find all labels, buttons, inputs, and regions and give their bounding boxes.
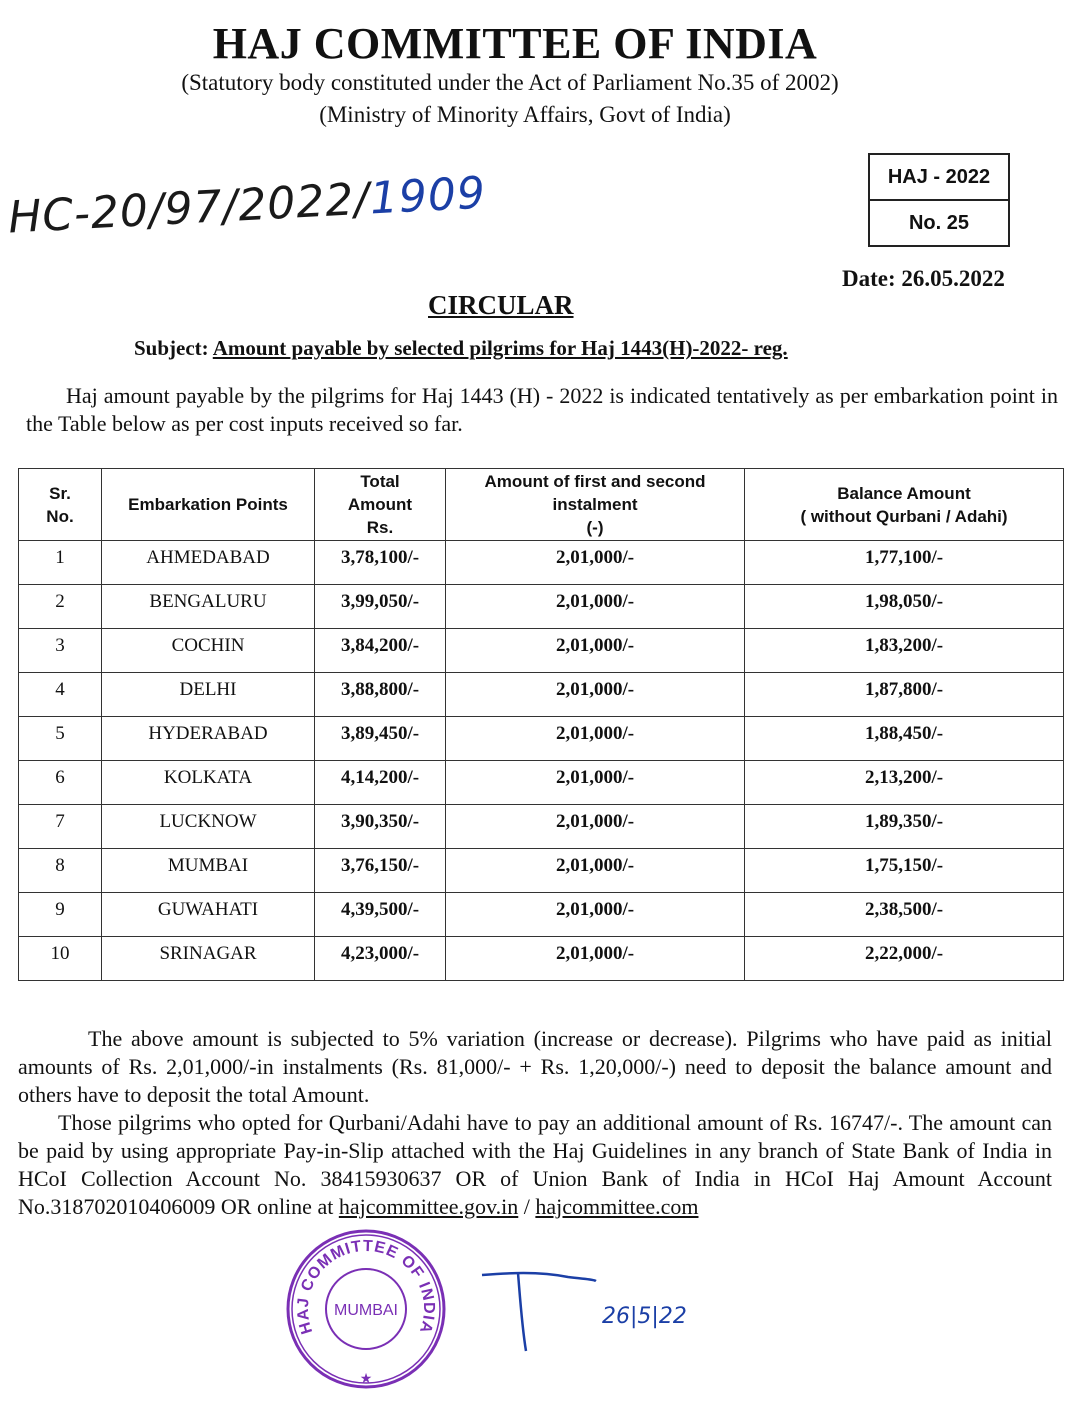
cell-embarkation-point: LUCKNOW: [101, 804, 315, 849]
document-body: Haj amount payable by the pilgrims for H…: [0, 382, 1080, 1397]
cell-total-amount: 4,23,000/-: [314, 936, 446, 981]
reference-number: 1909: [368, 167, 488, 225]
cell-embarkation-point: DELHI: [101, 672, 315, 717]
link-hajcommittee-com[interactable]: hajcommittee.com: [535, 1194, 699, 1219]
cell-embarkation-point: KOLKATA: [101, 760, 315, 805]
cell-sr-no: 6: [18, 760, 102, 805]
cell-instalment: 2,01,000/-: [445, 672, 745, 717]
signature: 26|5|22: [481, 1271, 687, 1352]
cell-instalment: 2,01,000/-: [445, 716, 745, 761]
circular-number-box: HAJ - 2022 No. 25: [868, 153, 1010, 247]
table-row: 3 COCHIN 3,84,200/- 2,01,000/- 1,83,200/-: [18, 628, 1064, 673]
cell-balance-amount: 1,89,350/-: [744, 804, 1064, 849]
table-header-row: Sr. No. Embarkation Points Total Amount Rs.…: [18, 468, 1064, 541]
stamp-and-signature: HAJ COMMITTEE OF INDIA MUMBAI ★ 26|5|22: [0, 1227, 1080, 1397]
cell-instalment: 2,01,000/-: [445, 848, 745, 893]
svg-text:HAJ COMMITTEE OF INDIA: HAJ COMMITTEE OF INDIA: [295, 1238, 437, 1336]
cell-instalment: 2,01,000/-: [445, 936, 745, 981]
cell-balance-amount: 2,38,500/-: [744, 892, 1064, 937]
cell-total-amount: 4,14,200/-: [314, 760, 446, 805]
statutory-subtitle: (Statutory body constituted under the Ac…: [181, 70, 839, 95]
cell-instalment: 2,01,000/-: [445, 628, 745, 673]
cell-total-amount: 4,39,500/-: [314, 892, 446, 937]
cell-sr-no: 4: [18, 672, 102, 717]
circular-heading: CIRCULAR: [428, 290, 574, 320]
cell-balance-amount: 1,83,200/-: [744, 628, 1064, 673]
cell-instalment: 2,01,000/-: [445, 892, 745, 937]
cell-embarkation-point: MUMBAI: [101, 848, 315, 893]
circular-date: Date: 26.05.2022: [842, 266, 1005, 291]
cell-embarkation-point: SRINAGAR: [101, 936, 315, 981]
table-row: 1 AHMEDABAD 3,78,100/- 2,01,000/- 1,77,100/-: [18, 540, 1064, 585]
header-sr-no: Sr. No.: [18, 468, 102, 541]
organization-title: HAJ COMMITTEE OF INDIA: [212, 19, 818, 68]
reference-code: HC-20/97/2022/: [6, 173, 372, 244]
circular-year: HAJ - 2022: [887, 166, 991, 188]
cell-total-amount: 3,76,150/-: [314, 848, 446, 893]
cell-embarkation-point: HYDERABAD: [101, 716, 315, 761]
cell-balance-amount: 2,13,200/-: [744, 760, 1064, 805]
table-row: 6 KOLKATA 4,14,200/- 2,01,000/- 2,13,200/-: [18, 760, 1064, 805]
stamp-outer-text: HAJ COMMITTEE OF INDIA: [295, 1238, 436, 1336]
cell-sr-no: 2: [18, 584, 102, 629]
cell-balance-amount: 1,98,050/-: [744, 584, 1064, 629]
cell-total-amount: 3,88,800/-: [314, 672, 446, 717]
cell-instalment: 2,01,000/-: [445, 760, 745, 805]
header-balance-amount: Balance Amount( without Qurbani / Adahi): [744, 468, 1064, 541]
cell-balance-amount: 1,75,150/-: [744, 848, 1064, 893]
cell-total-amount: 3,78,100/-: [314, 540, 446, 585]
table-row: 2 BENGALURU 3,99,050/- 2,01,000/- 1,98,050/-: [18, 584, 1064, 629]
cell-total-amount: 3,99,050/-: [314, 584, 446, 629]
cell-sr-no: 7: [18, 804, 102, 849]
stamp-star-icon: ★: [360, 1372, 373, 1387]
cell-balance-amount: 1,77,100/-: [744, 540, 1064, 585]
table-row: 8 MUMBAI 3,76,150/- 2,01,000/- 1,75,150/-: [18, 848, 1064, 893]
amount-table: Sr. No. Embarkation Points Total Amount Rs.…: [18, 468, 1064, 981]
table-row: 10 SRINAGAR 4,23,000/- 2,01,000/- 2,22,000/-: [18, 936, 1064, 981]
cell-sr-no: 3: [18, 628, 102, 673]
signature-date: 26|5|22: [602, 1304, 687, 1329]
cell-sr-no: 8: [18, 848, 102, 893]
official-stamp: HAJ COMMITTEE OF INDIA MUMBAI ★: [286, 1229, 446, 1389]
table-row: 9 GUWAHATI 4,39,500/- 2,01,000/- 2,38,500/-: [18, 892, 1064, 937]
table-row: 5 HYDERABAD 3,89,450/- 2,01,000/- 1,88,450/-: [18, 716, 1064, 761]
link-separator: /: [518, 1194, 536, 1219]
handwritten-reference: HC-20/97/2022/1909: [7, 168, 487, 244]
cell-sr-no: 10: [18, 936, 102, 981]
cell-sr-no: 9: [18, 892, 102, 937]
cell-embarkation-point: COCHIN: [101, 628, 315, 673]
cell-sr-no: 1: [18, 540, 102, 585]
subject-label: Subject:: [134, 336, 209, 360]
cell-balance-amount: 1,87,800/-: [744, 672, 1064, 717]
cell-embarkation-point: AHMEDABAD: [101, 540, 315, 585]
cell-balance-amount: 2,22,000/-: [744, 936, 1064, 981]
header-total-amount: Total Amount Rs.: [314, 468, 446, 541]
cell-instalment: 2,01,000/-: [445, 540, 745, 585]
footer-paragraph-payment: Those pilgrims who opted for Qurbani/Ada…: [18, 1109, 1052, 1221]
cell-total-amount: 3,90,350/-: [314, 804, 446, 849]
table-row: 7 LUCKNOW 3,90,350/- 2,01,000/- 1,89,350/-: [18, 804, 1064, 849]
cell-embarkation-point: BENGALURU: [101, 584, 315, 629]
footer-paragraph-variation: The above amount is subjected to 5% vari…: [18, 1026, 1052, 1107]
payment-text: Those pilgrims who opted for Qurbani/Ada…: [18, 1110, 1052, 1219]
cell-embarkation-point: GUWAHATI: [101, 892, 315, 937]
stamp-center-text: MUMBAI: [334, 1302, 398, 1319]
subject-line: Subject: Amount payable by selected pilg…: [134, 336, 788, 361]
ministry-subtitle: (Ministry of Minority Affairs, Govt of I…: [319, 102, 731, 127]
cell-sr-no: 5: [18, 716, 102, 761]
cell-instalment: 2,01,000/-: [445, 804, 745, 849]
circular-number: No. 25: [870, 199, 1008, 245]
table-row: 4 DELHI 3,88,800/- 2,01,000/- 1,87,800/-: [18, 672, 1064, 717]
link-hajcommittee-gov-in[interactable]: hajcommittee.gov.in: [338, 1194, 519, 1219]
header-embarkation-points: Embarkation Points: [101, 468, 315, 541]
intro-paragraph: Haj amount payable by the pilgrims for H…: [26, 383, 1058, 436]
header-instalment: Amount of first and second instalment (-): [445, 468, 745, 541]
cell-instalment: 2,01,000/-: [445, 584, 745, 629]
cell-total-amount: 3,89,450/-: [314, 716, 446, 761]
cell-total-amount: 3,84,200/-: [314, 628, 446, 673]
subject-text: Amount payable by selected pilgrims for …: [212, 336, 788, 360]
cell-balance-amount: 1,88,450/-: [744, 716, 1064, 761]
